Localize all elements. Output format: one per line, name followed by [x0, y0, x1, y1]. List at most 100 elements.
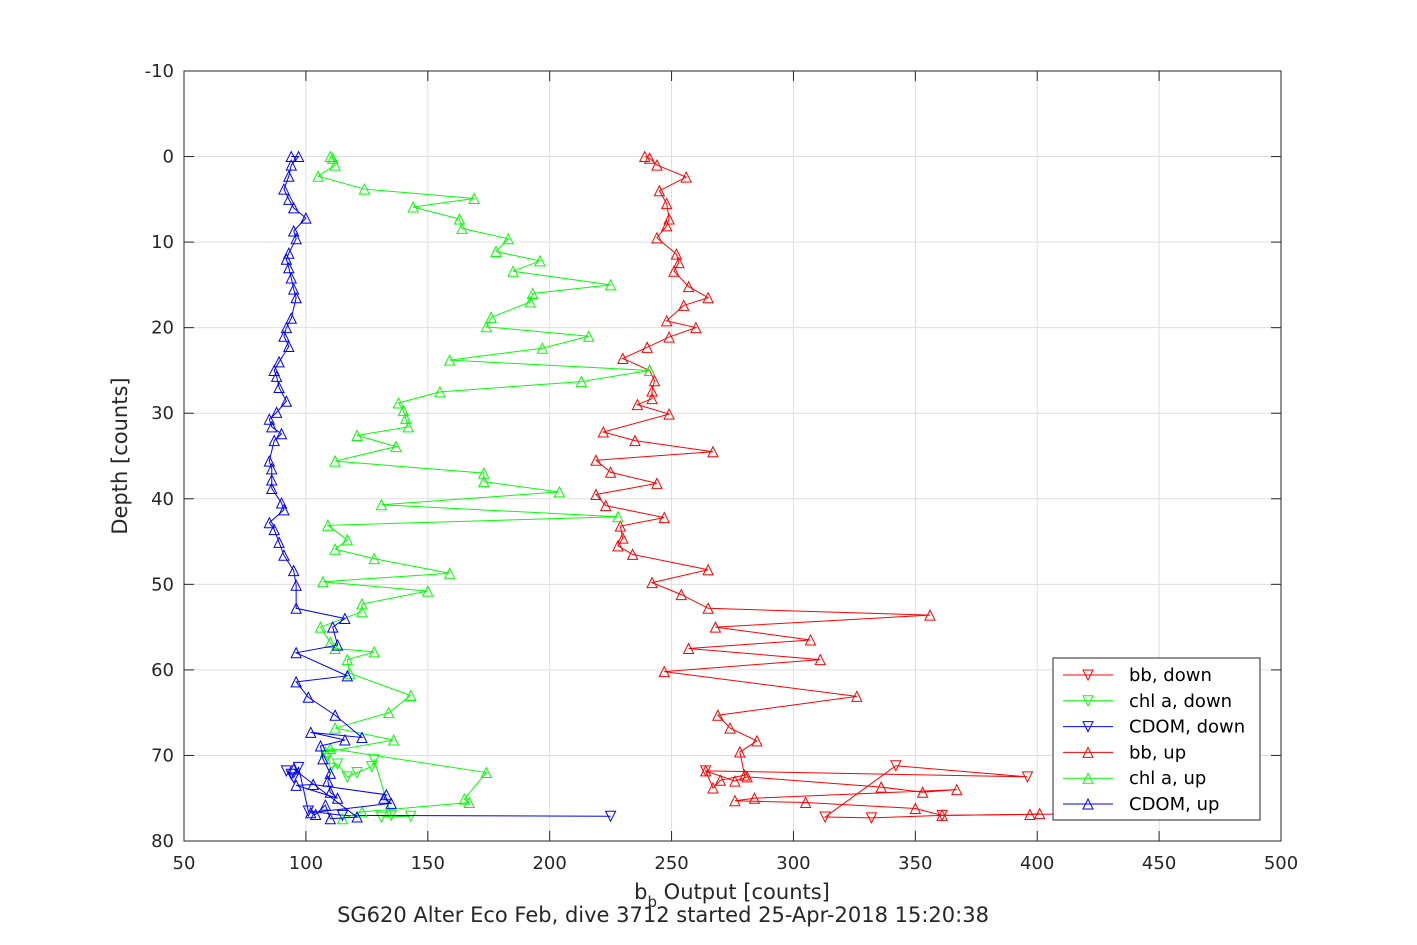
data-point — [365, 761, 378, 773]
x-axis-label: bb Output [counts] — [634, 880, 830, 911]
data-point — [265, 473, 278, 486]
data-point — [738, 769, 751, 781]
data-point — [283, 193, 295, 205]
data-point — [612, 510, 624, 523]
data-point — [326, 620, 339, 633]
data-point — [651, 477, 663, 489]
data-point — [300, 212, 312, 224]
data-point — [682, 280, 695, 293]
data-point — [404, 689, 417, 702]
data-point — [456, 222, 468, 234]
legend-swatch-marker — [1082, 772, 1094, 784]
data-point — [270, 406, 283, 418]
data-point — [485, 311, 497, 323]
x-tick-label: 200 — [532, 853, 566, 874]
data-point — [748, 792, 761, 804]
data-point — [646, 392, 658, 405]
data-point — [314, 620, 327, 633]
data-point — [314, 739, 327, 752]
legend-label: bb, up — [1129, 742, 1186, 763]
data-point — [663, 212, 675, 225]
data-point — [375, 498, 388, 511]
data-point — [534, 254, 546, 267]
data-point — [280, 765, 293, 777]
data-point — [814, 653, 827, 666]
data-point — [675, 588, 688, 601]
series-chl-a-up — [312, 150, 656, 825]
data-point — [875, 780, 888, 793]
data-point — [468, 192, 480, 204]
data-point — [329, 543, 341, 555]
data-point — [336, 812, 349, 825]
x-tick-label: 150 — [411, 853, 445, 874]
data-point — [329, 642, 341, 654]
data-point — [304, 726, 317, 738]
data-point — [390, 440, 402, 453]
data-point — [380, 788, 393, 801]
data-point — [741, 770, 753, 783]
legend-swatch-marker — [1082, 669, 1094, 682]
data-point — [263, 413, 276, 425]
data-point — [407, 200, 419, 213]
data-point — [702, 602, 714, 614]
data-point — [629, 434, 641, 447]
data-point — [375, 811, 388, 824]
data-point — [421, 585, 434, 597]
data-point — [597, 425, 610, 438]
data-point — [604, 466, 617, 478]
data-point — [368, 754, 380, 766]
data-point — [312, 170, 324, 182]
data-point — [324, 150, 337, 163]
series-cdom-up — [263, 150, 398, 825]
data-point — [341, 653, 354, 666]
data-point — [331, 638, 344, 651]
data-point — [626, 548, 639, 560]
data-point — [324, 767, 337, 779]
data-point — [936, 809, 948, 821]
data-point — [329, 455, 341, 467]
data-point — [392, 396, 405, 409]
data-point — [343, 667, 356, 679]
data-point — [799, 796, 812, 808]
x-tick-label: 450 — [1142, 853, 1176, 874]
data-point — [317, 575, 329, 588]
legend-swatch-marker — [1082, 695, 1094, 707]
data-point — [670, 247, 683, 260]
data-point — [658, 511, 671, 524]
data-point — [351, 810, 363, 823]
x-tick-label: 50 — [173, 853, 196, 874]
data-point — [285, 312, 298, 324]
data-point — [275, 427, 288, 440]
data-point — [280, 395, 293, 407]
legend-label: CDOM, up — [1129, 794, 1219, 815]
data-point — [660, 219, 673, 232]
data-point — [287, 772, 300, 784]
data-point — [302, 691, 315, 703]
data-point — [638, 150, 651, 163]
data-point — [290, 602, 302, 614]
x-tick-label: 300 — [776, 853, 810, 874]
y-tick-label: 40 — [151, 489, 174, 510]
data-point — [351, 429, 363, 441]
data-point — [712, 709, 724, 721]
data-point — [265, 420, 278, 433]
data-point — [290, 675, 302, 688]
data-point — [604, 810, 617, 823]
data-point — [324, 742, 337, 755]
y-tick-label: 70 — [151, 745, 174, 766]
data-point — [443, 354, 456, 366]
data-point — [490, 245, 502, 258]
data-point — [590, 454, 602, 466]
data-point — [307, 778, 320, 791]
data-point — [339, 733, 351, 746]
data-point — [331, 758, 344, 771]
data-point — [458, 792, 471, 805]
y-tick-label: 60 — [151, 660, 174, 681]
data-point — [1021, 771, 1034, 783]
legend-label: CDOM, down — [1129, 717, 1245, 738]
data-point — [382, 706, 395, 719]
data-point — [502, 232, 515, 245]
data-point — [280, 253, 293, 265]
data-point — [273, 355, 285, 368]
data-point — [631, 398, 644, 411]
